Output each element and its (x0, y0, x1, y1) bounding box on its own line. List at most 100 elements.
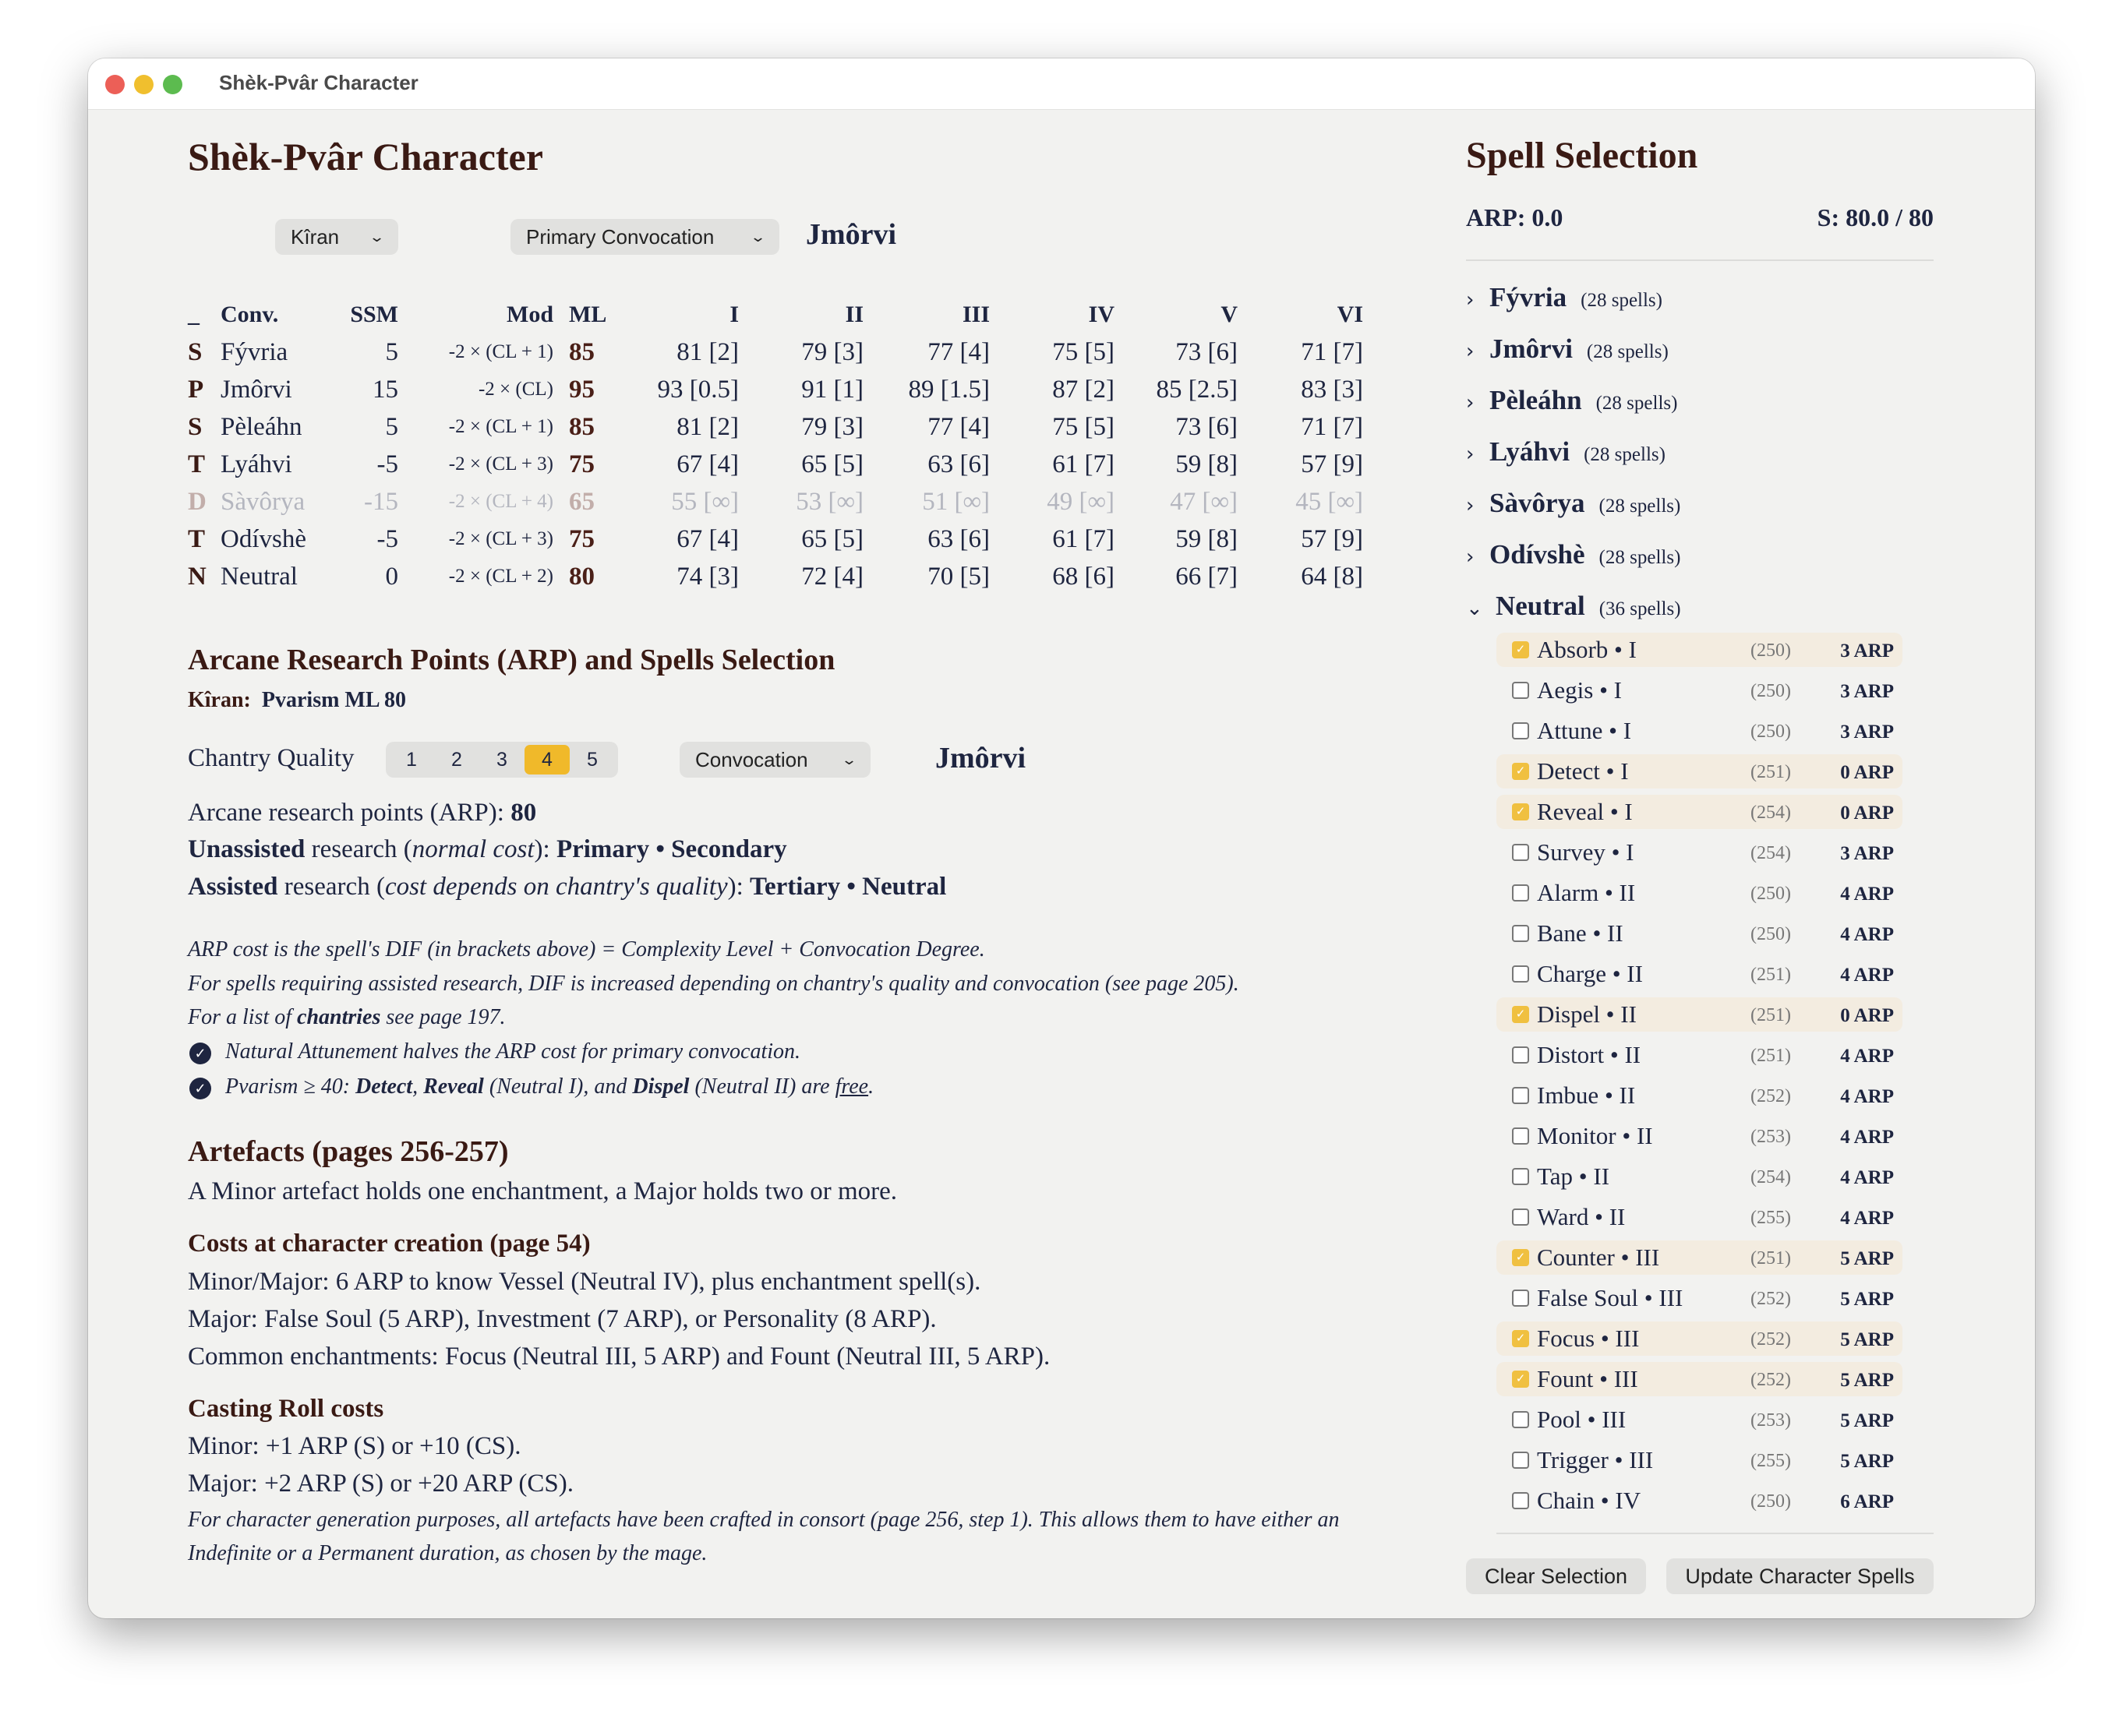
checkbox-unchecked[interactable] (1512, 1290, 1529, 1307)
checkbox-unchecked[interactable] (1512, 884, 1529, 902)
ml-value: 95 (569, 376, 595, 404)
checkbox-unchecked[interactable] (1512, 722, 1529, 739)
checkbox-unchecked[interactable] (1512, 1168, 1529, 1185)
checkbox-unchecked[interactable] (1512, 1046, 1529, 1064)
spell-row[interactable]: ✓ Reveal • I (254) 0 ARP (1496, 795, 1902, 829)
checkbox-checked[interactable]: ✓ (1512, 1006, 1529, 1023)
spell-row[interactable]: Alarm • II (250) 4 ARP (1496, 876, 1902, 910)
checkbox-checked[interactable]: ✓ (1512, 763, 1529, 780)
text-segment: research ( (277, 873, 385, 901)
spell-row[interactable]: ✓ Dispel • II (251) 0 ARP (1496, 997, 1902, 1032)
chantry-option-3[interactable]: 3 (496, 749, 507, 771)
spell-name: Charge • II (1537, 960, 1643, 987)
checkbox-unchecked[interactable] (1512, 1411, 1529, 1428)
chantry-option-4[interactable]: 4 (525, 745, 570, 774)
spell-row[interactable]: False Soul • III (252) 5 ARP (1496, 1281, 1902, 1315)
convocation-table: _ Conv. SSM Mod ML I II III IV V VI S Fývria 5 -2 × (C… (188, 296, 1363, 595)
spell-group-odívshè[interactable]: › Odívshè (28 spells) (1466, 539, 1680, 570)
spell-name: Alarm • II (1537, 879, 1636, 906)
spell-row[interactable]: Imbue • II (252) 4 ARP (1496, 1078, 1902, 1113)
free-link[interactable]: free (835, 1074, 869, 1099)
chevron-right-icon[interactable]: › (1466, 340, 1475, 363)
zoom-window-button[interactable] (163, 75, 182, 94)
spell-row[interactable]: ✓ Absorb • I (250) 3 ARP (1496, 633, 1902, 667)
divider (1496, 1533, 1934, 1534)
checkbox-unchecked[interactable] (1512, 682, 1529, 699)
chevron-right-icon[interactable]: › (1466, 545, 1475, 569)
app-window: Shèk-Pvâr Character (88, 58, 2035, 1618)
close-window-button[interactable] (105, 75, 125, 94)
spell-row[interactable]: Trigger • III (255) 5 ARP (1496, 1443, 1902, 1477)
spell-row[interactable]: ✓ Focus • III (252) 5 ARP (1496, 1321, 1902, 1356)
checkbox-unchecked[interactable] (1512, 1127, 1529, 1145)
spell-row[interactable]: Charge • II (251) 4 ARP (1496, 957, 1902, 991)
level-value: 64 [8] (1301, 563, 1363, 591)
ml-value: 65 (569, 488, 595, 516)
checkbox-unchecked[interactable] (1512, 1492, 1529, 1509)
spell-row[interactable]: Bane • II (250) 4 ARP (1496, 916, 1902, 951)
spell-group-pèleáhn[interactable]: › Pèleáhn (28 spells) (1466, 385, 1677, 416)
chantry-option-1[interactable]: 1 (406, 749, 417, 771)
spell-dif: (251) (1750, 1046, 1791, 1066)
spell-group-lyáhvi[interactable]: › Lyáhvi (28 spells) (1466, 436, 1666, 468)
chevron-right-icon[interactable]: › (1466, 391, 1475, 415)
spell-row[interactable]: ✓ Fount • III (252) 5 ARP (1496, 1362, 1902, 1396)
spell-row[interactable]: Attune • I (250) 3 ARP (1496, 714, 1902, 748)
checkbox-checked[interactable]: ✓ (1512, 803, 1529, 820)
footnote-line: Indefinite or a Permanent duration, as c… (188, 1541, 708, 1565)
checkbox-checked[interactable]: ✓ (1512, 1371, 1529, 1388)
chevron-down-icon[interactable]: ⌄ (1466, 597, 1483, 620)
spell-row[interactable]: Aegis • I (250) 3 ARP (1496, 673, 1902, 707)
spell-row[interactable]: Chain • IV (250) 6 ARP (1496, 1484, 1902, 1518)
checkbox-unchecked[interactable] (1512, 925, 1529, 942)
spell-row[interactable]: ✓ Counter • III (251) 5 ARP (1496, 1240, 1902, 1275)
group-count: (28 spells) (1598, 496, 1681, 517)
checkbox-checked[interactable]: ✓ (1512, 1249, 1529, 1266)
checkbox-checked[interactable]: ✓ (1512, 1330, 1529, 1347)
level-value: 47 [∞] (1170, 488, 1238, 516)
spell-group-jmôrvi[interactable]: › Jmôrvi (28 spells) (1466, 333, 1669, 365)
spell-row[interactable]: ✓ Detect • I (251) 0 ARP (1496, 754, 1902, 789)
spell-row[interactable]: Tap • II (254) 4 ARP (1496, 1159, 1902, 1194)
text-segment: Arcane research points (ARP): (188, 799, 511, 827)
minimize-window-button[interactable] (134, 75, 154, 94)
column-header-ml: ML (569, 302, 607, 327)
chantry-option-5[interactable]: 5 (587, 749, 598, 771)
chevron-right-icon[interactable]: › (1466, 288, 1475, 312)
spell-row[interactable]: Monitor • II (253) 4 ARP (1496, 1119, 1902, 1153)
checkbox-unchecked[interactable] (1512, 1452, 1529, 1469)
ml-value: 85 (569, 413, 595, 441)
checkbox-unchecked[interactable] (1512, 1087, 1529, 1104)
chantry-option-2[interactable]: 2 (451, 749, 462, 771)
chevron-right-icon[interactable]: › (1466, 494, 1475, 517)
update-character-spells-button[interactable]: Update Character Spells (1666, 1558, 1934, 1594)
clear-selection-button[interactable]: Clear Selection (1466, 1558, 1646, 1594)
spell-group-neutral[interactable]: ⌄ Neutral (36 spells) (1466, 591, 1681, 622)
spell-group-fývria[interactable]: › Fývria (28 spells) (1466, 282, 1662, 313)
convocation-type-value: Primary Convocation (526, 224, 715, 249)
chevron-right-icon[interactable]: › (1466, 443, 1475, 466)
spell-row[interactable]: Pool • III (253) 5 ARP (1496, 1403, 1902, 1437)
checkbox-unchecked[interactable] (1512, 965, 1529, 983)
convocation-type-select[interactable]: Primary Convocation ⌄ (510, 219, 779, 255)
spell-row[interactable]: Ward • II (255) 4 ARP (1496, 1200, 1902, 1234)
level-value: 65 [5] (801, 525, 864, 553)
spell-arp-cost: 3 ARP (1840, 843, 1894, 864)
spell-group-sàvôrya[interactable]: › Sàvôrya (28 spells) (1466, 488, 1680, 519)
spell-row[interactable]: Distort • II (251) 4 ARP (1496, 1038, 1902, 1072)
convocation-select[interactable]: Convocation ⌄ (680, 742, 871, 778)
level-value: 83 [3] (1301, 376, 1363, 404)
character-select[interactable]: Kîran ⌄ (275, 219, 398, 255)
spell-row[interactable]: Survey • I (254) 3 ARP (1496, 835, 1902, 870)
spell-arp-cost: 3 ARP (1840, 681, 1894, 702)
text-segment: Unassisted (188, 835, 306, 863)
spell-dif: (254) (1750, 1167, 1791, 1187)
checkbox-unchecked[interactable] (1512, 844, 1529, 861)
checkbox-checked[interactable]: ✓ (1512, 641, 1529, 658)
checkbox-unchecked[interactable] (1512, 1208, 1529, 1226)
level-value: 79 [3] (801, 338, 864, 366)
spell-dif: (252) (1750, 1289, 1791, 1309)
ssm-value: -5 (376, 525, 399, 553)
level-value: 61 [7] (1052, 450, 1114, 478)
